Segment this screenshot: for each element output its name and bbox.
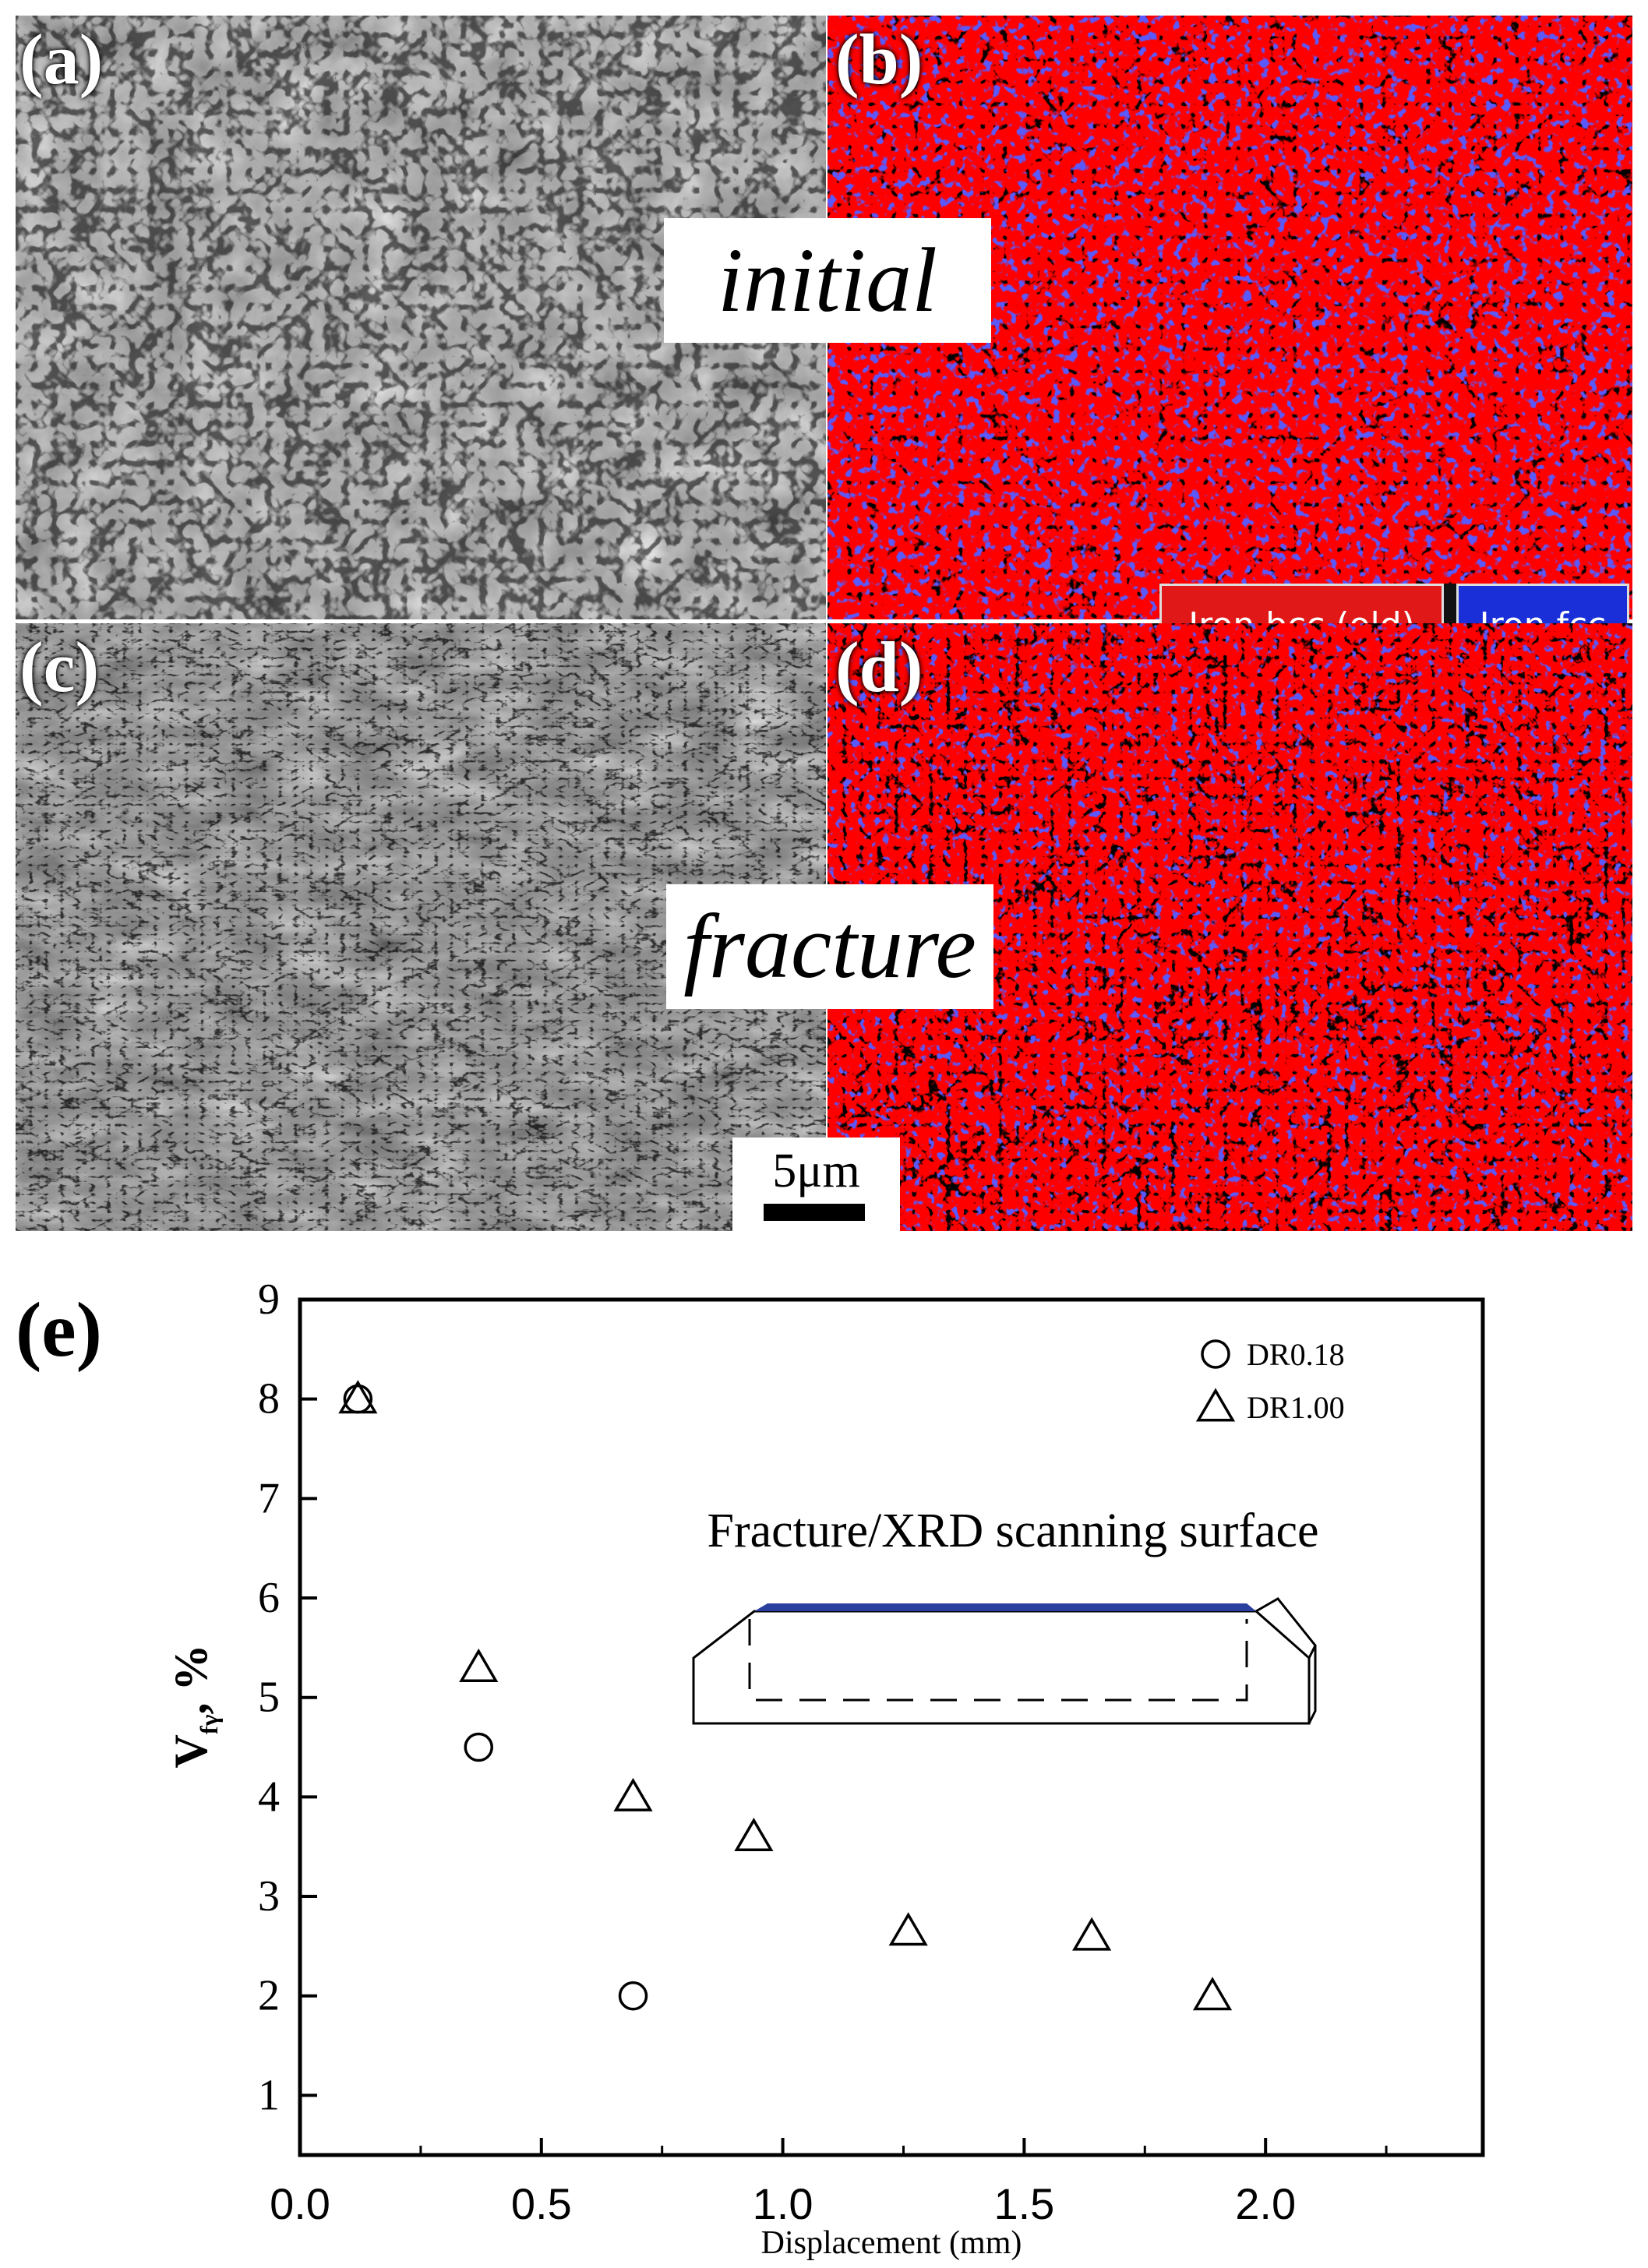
y-tick-label: 7	[258, 1474, 280, 1522]
inset-title: Fracture/XRD scanning surface	[707, 1504, 1318, 1557]
y-tick-label: 9	[258, 1275, 280, 1324]
y-tick-label: 3	[258, 1872, 280, 1921]
y-tick-label: 4	[258, 1772, 280, 1821]
y-axis-label-sub: fγ	[195, 1714, 223, 1734]
y-axis-label-suffix: , %	[165, 1645, 217, 1715]
panel-label-d: (d)	[835, 627, 923, 707]
chart-e: (e) Vfγ, % 1 2 3 4 5 6 7 8 9 0.0 0.5 1.0 1.5 2.0 DR0…	[16, 1275, 1485, 2261]
legend-label: DR0.18	[1247, 1337, 1345, 1372]
x-tick-label: 1.5	[993, 2179, 1054, 2228]
scale-bar: 5μm	[732, 1138, 900, 1231]
panel-label-a: (a)	[19, 19, 104, 99]
panel-label-c: (c)	[19, 627, 100, 707]
x-tick-label: 0.0	[270, 2179, 330, 2228]
data-point-dr100	[338, 1380, 378, 1414]
micrograph-c	[16, 623, 826, 1231]
x-tick-label: 0.5	[511, 2179, 572, 2228]
y-tick-label: 2	[258, 1972, 280, 2020]
data-point-dr018	[464, 1732, 493, 1762]
state-label-fracture: fracture	[666, 884, 993, 1009]
y-tick-label: 5	[258, 1674, 280, 1722]
panel-label-b: (b)	[835, 19, 923, 99]
y-axis-label-main: V	[165, 1734, 217, 1768]
inset-sample-schematic	[692, 1597, 1317, 1725]
state-label-initial: initial	[664, 218, 991, 343]
data-point-dr100	[1072, 1917, 1112, 1951]
data-point-dr100	[888, 1912, 928, 1946]
svg-text:Vfγ, %: Vfγ, %	[165, 1645, 223, 1769]
y-tick-label: 8	[258, 1375, 280, 1423]
data-point-dr100	[734, 1817, 774, 1851]
data-point-dr100	[1192, 1977, 1233, 2011]
chart-panel-label: (e)	[16, 1286, 102, 1373]
y-tick-label: 1	[258, 2071, 280, 2119]
micrograph-c-texture	[16, 623, 826, 1231]
legend-label: DR1.00	[1247, 1390, 1345, 1425]
x-axis-label: Displacement (mm)	[761, 2225, 1022, 2261]
scale-bar-label: 5μm	[772, 1145, 860, 1197]
plot-frame	[298, 1297, 1485, 2157]
x-tick-label: 1.0	[753, 2179, 813, 2228]
legend-marker	[1201, 1339, 1230, 1369]
inset-scan-surface	[754, 1603, 1256, 1611]
data-point-dr100	[459, 1648, 499, 1682]
legend-marker	[1195, 1388, 1236, 1422]
x-tick-label: 2.0	[1235, 2179, 1296, 2228]
y-axis-label: Vfγ, %	[165, 1645, 223, 1769]
scale-bar-line	[764, 1204, 865, 1221]
data-point-dr100	[613, 1777, 653, 1811]
data-point-dr018	[618, 1981, 648, 2011]
y-tick-label: 6	[258, 1574, 280, 1622]
